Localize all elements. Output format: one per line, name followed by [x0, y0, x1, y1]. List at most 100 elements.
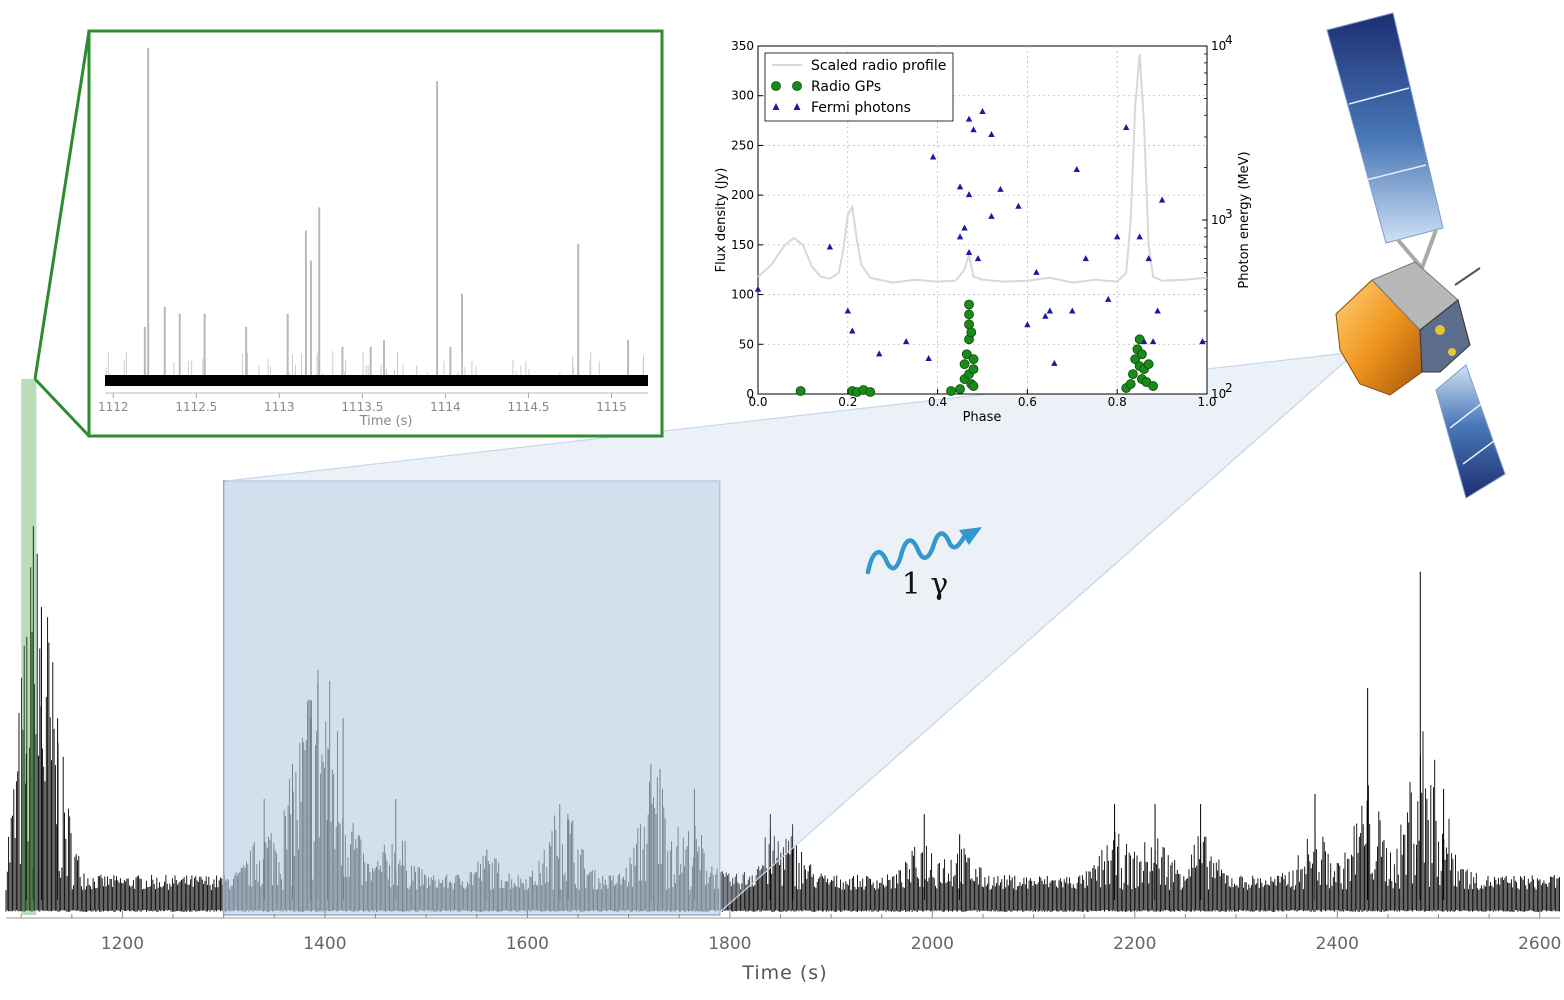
blue-zoom-highlight [222, 480, 721, 916]
fermi-photon-point [1140, 338, 1148, 345]
fermi-photon-point [1136, 233, 1143, 240]
fermi-photon-point [1046, 307, 1054, 314]
fermi-photon-point [1073, 166, 1080, 173]
fermi-photon-point [1122, 124, 1130, 131]
phase-axes: 0.0 0.2 0.4 0.6 0.8 1.0 0 50 100 150 200 250 300 350 1… [731, 33, 1233, 409]
radio-gp-point [1125, 379, 1136, 389]
satellite-boom-upper-b [1420, 229, 1438, 269]
main-x-ticks: 1200 1400 1600 1800 2000 2200 2400 2600 [20, 911, 1561, 954]
legend-photon-swatch-2 [793, 103, 801, 110]
fermi-photon-point [1051, 359, 1058, 366]
radio-gp-point [964, 299, 974, 310]
gamma-label: 1 γ [902, 567, 949, 602]
blue-zoom-projection [225, 351, 1358, 914]
phase-x-axis-title: Phase [963, 410, 1002, 425]
phase-y2-tick-exponent: 3 [1225, 207, 1233, 221]
inset-x-tick-label: 1112.5 [175, 400, 217, 414]
satellite-solar-panel-upper [1326, 12, 1444, 244]
panel-seam-4 [1462, 440, 1495, 465]
main-x-tick-label: 2400 [1316, 934, 1359, 954]
panel-seam-1 [1348, 87, 1410, 105]
radio-gp-point [865, 387, 876, 397]
phase-x-tick-label: 0.0 [748, 395, 767, 409]
phase-y2-tick-exponent: 2 [1225, 381, 1233, 395]
radio-gp-point [795, 386, 806, 396]
inset-x-tick-label: 1113 [264, 400, 295, 414]
fermi-photon-point [1024, 321, 1031, 328]
radio-gp-point [968, 354, 979, 365]
fermi-photon-point [754, 285, 762, 292]
fermi-photon-point [988, 212, 995, 219]
green-connector-top [33, 30, 91, 380]
phase-y2-tick-label: 10 [1211, 39, 1226, 53]
legend-profile-label: Scaled radio profile [811, 58, 946, 74]
radio-gp-point [946, 386, 956, 396]
fermi-photon-point [979, 108, 986, 115]
legend-photon-swatch-1 [772, 103, 780, 110]
phase-plot: 0.0 0.2 0.4 0.6 0.8 1.0 0 50 100 150 200 250 300 350 1… [714, 33, 1252, 425]
phase-y-tick-label: 350 [731, 39, 754, 53]
phase-x-tick-label: 0.4 [928, 395, 947, 409]
fermi-photon-point [956, 233, 964, 240]
phase-y2-tick-label: 10 [1211, 387, 1226, 401]
fermi-photon-point [1069, 307, 1076, 314]
main-x-tick-label: 2200 [1113, 934, 1156, 954]
radio-gp-point [959, 359, 970, 370]
phase-y-tick-label: 300 [731, 89, 754, 103]
gamma-wave-icon [865, 531, 969, 575]
fermi-photon-point [929, 153, 937, 160]
radio-gp-point [955, 384, 965, 394]
instrument-detail-2 [1448, 348, 1456, 356]
main-x-tick-label: 1400 [303, 934, 346, 954]
radio-gp-point [968, 381, 979, 391]
phase-y-tick-label: 0 [746, 387, 754, 401]
panel-seam-2 [1365, 164, 1427, 181]
main-x-tick-label: 2000 [911, 934, 954, 954]
radio-profile-line [757, 53, 1208, 284]
fermi-photon-point [970, 126, 977, 133]
phase-x-tick-label: 1.0 [1197, 395, 1216, 409]
zoom-inset-frame [87, 29, 664, 438]
main-x-axis-title: Time (s) [741, 962, 827, 984]
main-time-series: 1200 1400 1600 1800 2000 2200 2400 2600 Time (s… [5, 351, 1561, 984]
satellite-icon [1326, 12, 1506, 499]
inset-noise-band [105, 375, 648, 386]
inset-x-tick-label: 1114 [430, 400, 461, 414]
satellite-instrument-bay [1419, 299, 1471, 373]
inset-x-ticks: 1112 1112.5 1113 1113.5 1114 1114.5 1115 [98, 393, 627, 414]
radio-gp-point [1148, 381, 1159, 391]
phase-y-tick-label: 200 [731, 188, 754, 202]
fermi-photon-point [1114, 233, 1121, 240]
instrument-detail-1 [1435, 325, 1445, 335]
inset-x-tick-label: 1113.5 [341, 400, 383, 414]
inset-x-tick-label: 1115 [596, 400, 627, 414]
main-x-tick-label: 1800 [708, 934, 751, 954]
fermi-photon-point [844, 307, 851, 314]
fermi-photon-point [876, 350, 883, 357]
phase-x-tick-label: 0.6 [1018, 395, 1037, 409]
legend-gp-swatch-1 [771, 81, 781, 91]
inset-x-axis-title: Time (s) [359, 414, 413, 429]
fermi-photon-point [925, 354, 932, 361]
phase-y-tick-label: 50 [739, 337, 754, 351]
inset-x-tick-label: 1114.5 [507, 400, 549, 414]
gamma-arrow-head-icon [959, 527, 982, 545]
radio-gp-point [961, 349, 972, 360]
radio-profile-series [757, 53, 1208, 284]
phase-x-tick-label: 0.2 [838, 395, 857, 409]
radio-gp-point [1128, 369, 1138, 380]
green-zoom-highlight [21, 379, 37, 915]
fermi-photon-point [902, 338, 910, 345]
fermi-photon-point [988, 131, 995, 138]
phase-legend: Scaled radio profile Radio GPs Fermi pho… [764, 52, 954, 122]
phase-y2-tick-exponent: 4 [1225, 33, 1233, 47]
radio-gp-point [1136, 349, 1147, 360]
fermi-photon-point [961, 224, 968, 231]
fermi-photon-point [965, 249, 973, 256]
fermi-photon-point [826, 243, 834, 250]
fermi-photon-point [965, 115, 973, 122]
radio-gp-point [964, 309, 974, 320]
fermi-photon-point [1042, 312, 1049, 319]
phase-y-tick-label: 150 [731, 238, 754, 252]
radio-gp-point [966, 327, 977, 338]
